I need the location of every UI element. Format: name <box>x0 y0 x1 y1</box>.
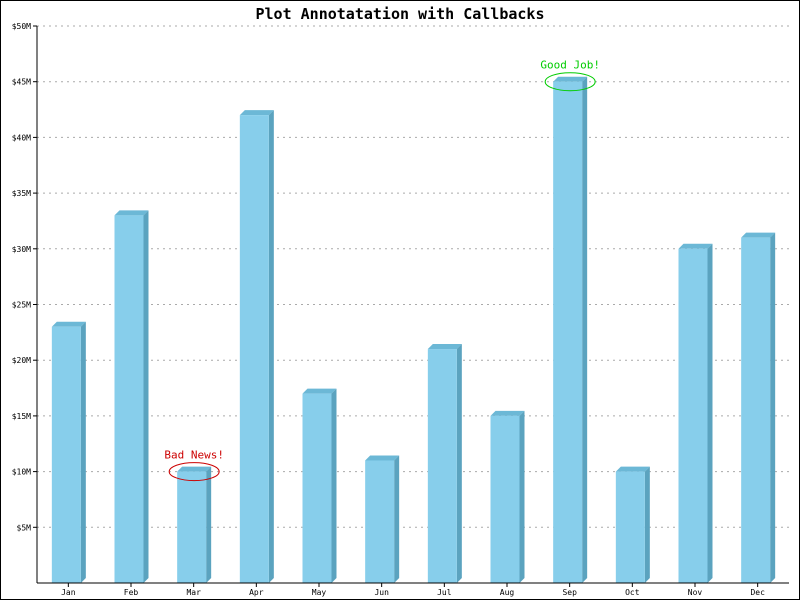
y-tick-label: $40M <box>12 133 31 142</box>
bar-side <box>331 388 337 583</box>
x-tick-label: Dec <box>750 588 765 597</box>
bar <box>302 393 332 583</box>
bar-side <box>456 344 462 583</box>
bar-side <box>770 232 776 583</box>
bar <box>553 81 583 583</box>
bar-top <box>365 455 400 461</box>
bar-top <box>114 210 149 216</box>
chart-title: Plot Annotatation with Callbacks <box>255 5 545 23</box>
x-tick-label: Aug <box>500 588 515 597</box>
x-tick-label: May <box>312 588 327 597</box>
bar-top <box>615 466 650 472</box>
annotation-ellipse <box>544 72 596 92</box>
bar-side <box>582 76 588 583</box>
x-tick-label: Mar <box>186 588 201 597</box>
y-tick-label: $10M <box>12 468 31 477</box>
bar <box>114 215 144 583</box>
annotation-label: Good Job! <box>540 59 600 72</box>
bar-top <box>741 232 776 238</box>
bar-top <box>177 466 212 472</box>
y-tick-label: $25M <box>12 301 31 310</box>
bar <box>741 237 771 583</box>
bar <box>615 471 645 583</box>
x-tick-label: Feb <box>124 588 139 597</box>
annotation-ellipse <box>168 462 220 482</box>
bar-top <box>239 110 274 116</box>
x-tick-label: Jul <box>437 588 452 597</box>
x-tick-label: Jan <box>61 588 76 597</box>
y-tick-label: $5M <box>17 523 32 532</box>
y-tick-label: $20M <box>12 356 31 365</box>
y-tick-label: $50M <box>12 22 31 31</box>
x-tick-label: Oct <box>625 588 640 597</box>
x-tick-label: Sep <box>562 588 577 597</box>
x-tick-label: Nov <box>688 588 703 597</box>
bar-top <box>51 321 86 327</box>
bar-side <box>394 455 400 583</box>
y-tick-label: $15M <box>12 412 31 421</box>
bar <box>239 115 269 584</box>
y-tick-label: $45M <box>12 78 31 87</box>
bar <box>177 471 207 583</box>
bar <box>490 415 520 583</box>
bar-side <box>80 321 86 583</box>
bar-side <box>519 410 525 583</box>
bar-side <box>644 466 650 583</box>
x-tick-label: Jun <box>374 588 389 597</box>
y-tick-label: $35M <box>12 189 31 198</box>
bar-side <box>143 210 149 583</box>
bar-top <box>490 410 525 416</box>
x-tick-label: Apr <box>249 588 264 597</box>
bar <box>678 248 708 584</box>
bar-top <box>427 344 462 350</box>
bar-side <box>206 466 212 583</box>
bar-top <box>678 243 713 249</box>
bar <box>51 326 81 583</box>
bar-top <box>553 76 588 82</box>
bar <box>365 460 395 583</box>
bar-top <box>302 388 337 394</box>
bar-side <box>707 243 713 584</box>
bar-side <box>268 110 274 584</box>
annotation-label: Bad News! <box>164 449 224 462</box>
bar <box>427 349 457 583</box>
y-tick-label: $30M <box>12 245 31 254</box>
